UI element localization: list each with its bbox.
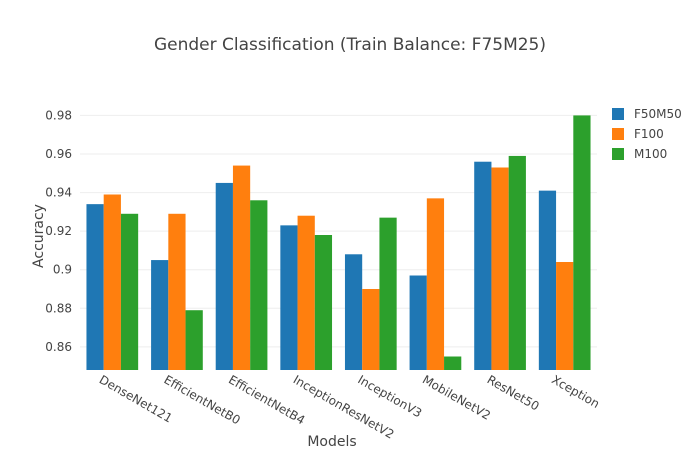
bar-m100-xception[interactable] [573, 115, 591, 370]
bar-f50m50-inceptionv3[interactable] [344, 254, 363, 370]
legend-label: F100 [634, 127, 664, 141]
bar-m100-inceptionv3[interactable] [379, 217, 397, 370]
bar-m100-efficientnetb0[interactable] [185, 310, 203, 370]
y-tick-label: 0.86 [45, 340, 72, 354]
legend-label: M100 [634, 147, 667, 161]
bar-f100-inceptionv3[interactable] [362, 289, 380, 370]
bar-m100-mobilenetv2[interactable] [444, 356, 462, 371]
bar-f50m50-densenet121[interactable] [86, 204, 104, 370]
legend-item-f50m50[interactable]: F50M50 [612, 107, 682, 121]
legend-swatch [612, 148, 624, 160]
x-tick-label: Xception [549, 372, 602, 411]
bar-f50m50-xception[interactable] [538, 190, 557, 370]
bar-f100-efficientnetb4[interactable] [232, 165, 251, 370]
y-axis-title: Accuracy [31, 204, 47, 268]
chart-title: Gender Classification (Train Balance: F7… [154, 35, 546, 55]
bar-f50m50-inceptionresnetv2[interactable] [280, 225, 298, 370]
bar-f50m50-resnet50[interactable] [474, 161, 492, 370]
legend-item-f100[interactable]: F100 [612, 127, 664, 141]
bar-f100-efficientnetb0[interactable] [168, 213, 186, 370]
x-tick-label: MobileNetV2 [420, 372, 493, 422]
x-tick-label: ResNet50 [485, 372, 542, 413]
x-axis-ticks: DenseNet121EfficientNetB0EfficientNetB4I… [97, 372, 602, 441]
bar-f50m50-efficientnetb4[interactable] [215, 182, 233, 370]
y-axis-ticks: 0.86 0.88 0.9 0.92 0.94 0.96 0.98 [45, 108, 72, 353]
y-tick-label: 0.88 [45, 301, 72, 315]
bar-f50m50-efficientnetb0[interactable] [151, 260, 169, 370]
bar-m100-inceptionresnetv2[interactable] [314, 235, 333, 370]
y-tick-label: 0.94 [45, 186, 72, 200]
bar-f100-densenet121[interactable] [103, 194, 121, 371]
bar-m100-resnet50[interactable] [508, 155, 526, 370]
bar-m100-densenet121[interactable] [120, 213, 139, 370]
y-tick-label: 0.9 [53, 263, 72, 277]
bar-f50m50-mobilenetv2[interactable] [409, 275, 427, 371]
bars [86, 115, 591, 371]
bar-f100-inceptionresnetv2[interactable] [297, 215, 315, 370]
bar-f100-xception[interactable] [556, 262, 574, 370]
bar-m100-efficientnetb4[interactable] [250, 200, 268, 370]
x-axis-title: Models [307, 434, 356, 450]
legend-swatch [612, 108, 624, 120]
legend[interactable]: F50M50 F100 M100 [612, 107, 682, 161]
bar-f100-resnet50[interactable] [491, 167, 509, 371]
y-tick-label: 0.92 [45, 224, 72, 238]
legend-swatch [612, 128, 624, 140]
legend-item-m100[interactable]: M100 [612, 147, 667, 161]
bar-f100-mobilenetv2[interactable] [426, 198, 445, 370]
y-tick-label: 0.98 [45, 108, 72, 122]
y-tick-label: 0.96 [45, 147, 72, 161]
legend-label: F50M50 [634, 107, 682, 121]
